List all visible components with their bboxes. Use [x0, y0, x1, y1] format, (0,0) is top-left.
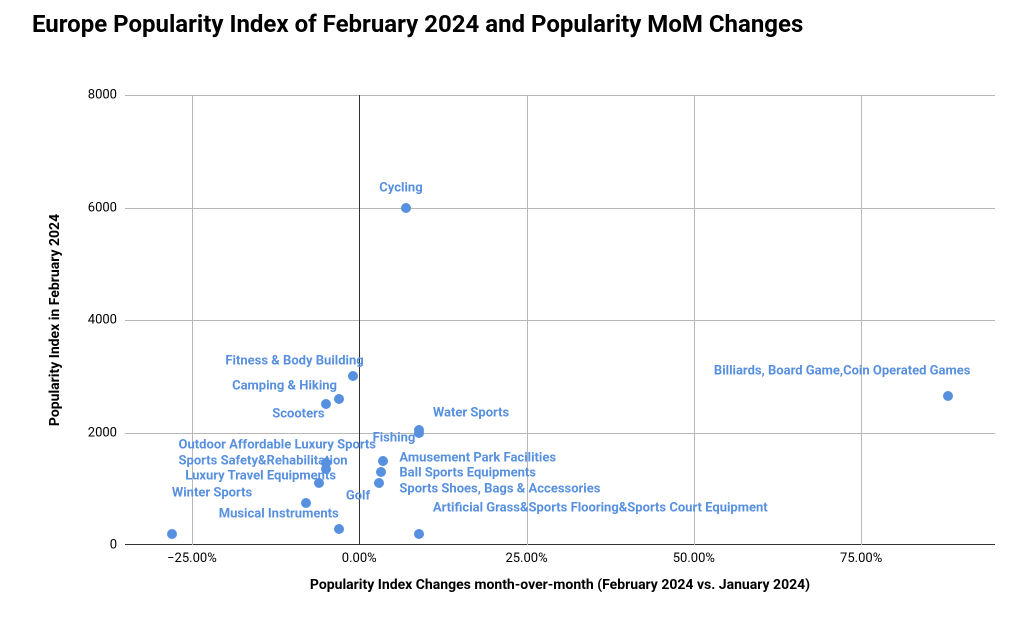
grid-line-horizontal [125, 95, 995, 96]
data-point-label: Cycling [379, 181, 422, 194]
y-axis-label: Popularity Index in February 2024 [47, 214, 63, 426]
data-point [167, 529, 177, 539]
x-tick-label: 75.00% [840, 545, 882, 566]
data-point [334, 524, 344, 534]
y-tick-label: 6000 [88, 200, 125, 215]
data-point-label: Ball Sports Equipments [399, 467, 536, 480]
data-point-label: Billiards, Board Game,Coin Operated Game… [714, 364, 971, 377]
zero-line [359, 95, 360, 545]
y-tick-label: 4000 [88, 313, 125, 328]
y-tick-label: 8000 [88, 88, 125, 103]
x-tick-label: 0.00% [342, 545, 377, 566]
data-point [401, 203, 411, 213]
x-tick-label: 25.00% [505, 545, 547, 566]
chart-title: Europe Popularity Index of February 2024… [32, 10, 992, 38]
data-point [943, 391, 953, 401]
data-point-label: Winter Sports [172, 487, 252, 500]
grid-line-horizontal [125, 433, 995, 434]
data-point [378, 456, 388, 466]
x-tick-label: −25.00% [167, 545, 217, 566]
grid-line-horizontal [125, 208, 995, 209]
y-tick-label: 0 [110, 538, 125, 553]
data-point-label: Outdoor Affordable Luxury Sports [179, 439, 376, 452]
data-point-label: Scooters [272, 407, 324, 420]
data-point [334, 394, 344, 404]
data-point-label: Artificial Grass&Sports Flooring&Sports … [433, 502, 768, 515]
data-point-label: Sports Shoes, Bags & Accessories [399, 482, 600, 495]
data-point-label: Sports Safety&Rehabilitation [179, 455, 348, 468]
data-point [348, 371, 358, 381]
plot-area: Popularity Index Changes month-over-mont… [125, 95, 995, 545]
data-point-label: Fishing [373, 431, 416, 444]
grid-line-horizontal [125, 320, 995, 321]
data-point-label: Camping & Hiking [232, 380, 337, 393]
data-point-label: Musical Instruments [219, 507, 339, 520]
data-point-label: Luxury Travel Equipments [185, 469, 336, 482]
chart-root: { "title": "Europe Popularity Index of F… [0, 0, 1024, 635]
data-point [374, 478, 384, 488]
data-point-label: Golf [346, 489, 370, 502]
y-tick-label: 2000 [88, 425, 125, 440]
data-point [414, 428, 424, 438]
x-axis-label: Popularity Index Changes month-over-mont… [310, 577, 810, 593]
data-point [414, 529, 424, 539]
data-point-label: Water Sports [433, 406, 509, 419]
x-tick-label: 50.00% [673, 545, 715, 566]
data-point-label: Fitness & Body Building [225, 355, 363, 368]
data-point [376, 467, 386, 477]
data-point-label: Amusement Park Facilities [399, 452, 556, 465]
